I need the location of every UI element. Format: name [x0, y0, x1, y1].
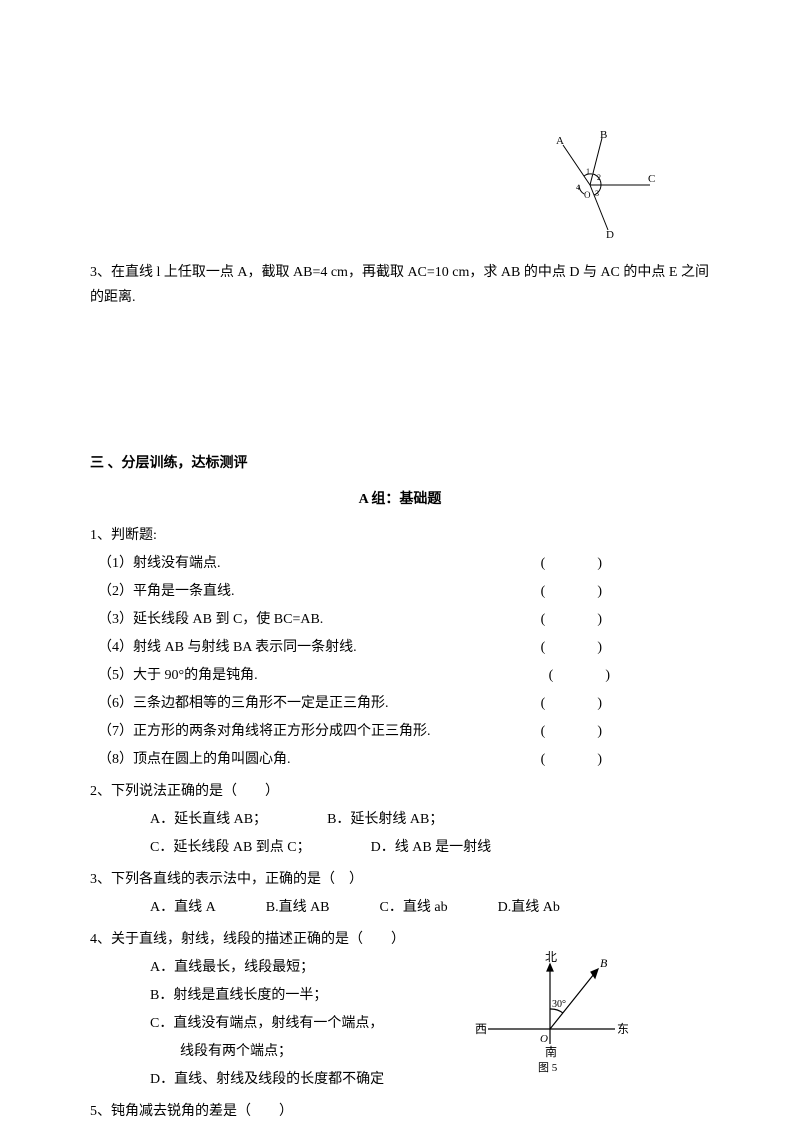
judge-text: （2）平角是一条直线. — [98, 578, 235, 606]
question-3-text: 3、在直线 l 上任取一点 A，截取 AB=4 cm，再截取 AC=10 cm，… — [90, 260, 710, 310]
label-b: B — [600, 956, 608, 970]
label-east: 东 — [617, 1022, 629, 1036]
judge-text: （7）正方形的两条对角线将正方形分成四个正三角形. — [98, 718, 431, 746]
section-3-title: 三 、分层训练，达标测评 — [90, 450, 710, 478]
option-b: B.直线 AB — [266, 894, 330, 922]
question-2-options-row2: C．延长线段 AB 到点 C； D．线 AB 是一射线 — [90, 834, 710, 862]
judge-item: （6）三条边都相等的三角形不一定是正三角形. ( ) — [90, 690, 710, 718]
label-a: A — [556, 135, 564, 147]
option-c: C．延长线段 AB 到点 C； — [150, 834, 311, 862]
label-3: 3 — [595, 189, 599, 198]
option-d: D.直线 Ab — [498, 894, 560, 922]
judge-text: （4）射线 AB 与射线 BA 表示同一条射线. — [98, 634, 357, 662]
judge-paren: ( ) — [541, 634, 710, 662]
label-b: B — [600, 130, 607, 141]
label-c: C — [648, 173, 655, 185]
question-3b-options: A．直线 A B.直线 AB C．直线 ab D.直线 Ab — [90, 894, 710, 922]
judge-text: （8）顶点在圆上的角叫圆心角. — [98, 746, 291, 774]
judge-item: （8）顶点在圆上的角叫圆心角. ( ) — [90, 746, 710, 774]
judge-paren: ( ) — [541, 718, 710, 746]
compass-diagram: 北 南 东 西 B O 30° 图 5 — [470, 949, 630, 1079]
judge-paren: ( ) — [541, 690, 710, 718]
option-a: A．直线 A — [150, 894, 216, 922]
label-o: O — [540, 1033, 548, 1045]
diagram-caption: 图 5 — [538, 1061, 558, 1074]
judge-paren: ( ) — [541, 746, 710, 774]
group-a-title: A 组：基础题 — [90, 486, 710, 514]
label-north: 北 — [545, 950, 557, 964]
question-2-options-row1: A．延长直线 AB； B．延长射线 AB； — [90, 806, 710, 834]
judge-text: （6）三条边都相等的三角形不一定是正三角形. — [98, 690, 389, 718]
option-d: D．线 AB 是一射线 — [371, 834, 492, 862]
label-1: 1 — [586, 167, 590, 176]
label-4: 4 — [576, 183, 580, 192]
question-5-stem: 5、钝角减去锐角的差是（ ） — [90, 1098, 710, 1126]
label-angle: 30° — [552, 999, 566, 1010]
option-b: B．延长射线 AB； — [327, 806, 443, 834]
question-3b-stem: 3、下列各直线的表示法中，正确的是（ ） — [90, 866, 710, 894]
angle-rays-diagram: A B C D O 1 2 3 4 — [540, 130, 660, 240]
label-south: 南 — [545, 1044, 557, 1059]
question-1-stem: 1、判断题: — [90, 522, 710, 550]
judge-paren: ( ) — [541, 550, 710, 578]
judge-item: （5）大于 90°的角是钝角. ( ) — [90, 662, 710, 690]
question-2-stem: 2、下列说法正确的是（ ） — [90, 778, 710, 806]
label-2: 2 — [597, 173, 601, 182]
judge-text: （3）延长线段 AB 到 C，使 BC=AB. — [98, 606, 323, 634]
judge-item: （4）射线 AB 与射线 BA 表示同一条射线. ( ) — [90, 634, 710, 662]
judge-text: （1）射线没有端点. — [98, 550, 221, 578]
option-c: C．直线 ab — [380, 894, 448, 922]
option-a: A．延长直线 AB； — [150, 806, 267, 834]
judge-paren: ( ) — [549, 662, 710, 690]
judge-item: （7）正方形的两条对角线将正方形分成四个正三角形. ( ) — [90, 718, 710, 746]
label-west: 西 — [475, 1022, 487, 1036]
judge-item: （3）延长线段 AB 到 C，使 BC=AB. ( ) — [90, 606, 710, 634]
judge-list: （1）射线没有端点. ( ) （2）平角是一条直线. ( ) （3）延长线段 AB … — [90, 550, 710, 774]
judge-item: （2）平角是一条直线. ( ) — [90, 578, 710, 606]
judge-paren: ( ) — [541, 578, 710, 606]
judge-text: （5）大于 90°的角是钝角. — [98, 662, 258, 690]
judge-item: （1）射线没有端点. ( ) — [90, 550, 710, 578]
judge-paren: ( ) — [541, 606, 710, 634]
label-d: D — [606, 229, 614, 240]
label-o: O — [584, 190, 591, 200]
